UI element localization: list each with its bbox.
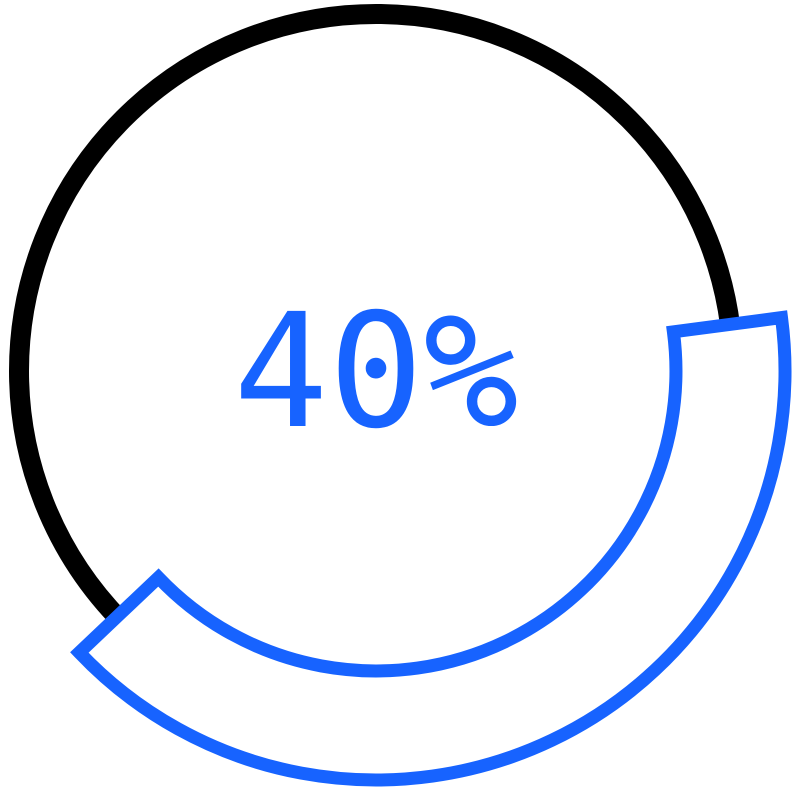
progress-band [70,310,792,787]
progress-percent-label: 40% [233,280,518,464]
